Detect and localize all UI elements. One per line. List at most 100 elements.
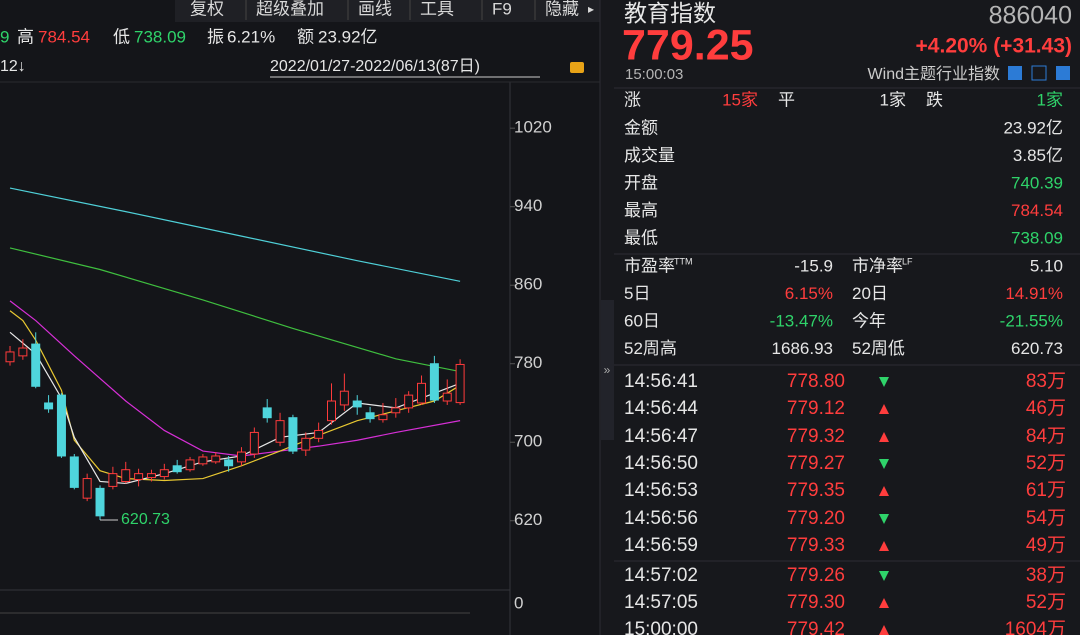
collapse-icon[interactable]: »: [604, 363, 611, 377]
y-tick-label: 780: [514, 353, 542, 372]
index-name: 教育指数: [624, 0, 716, 26]
trade-price: 779.12: [787, 398, 845, 419]
candle-body: [429, 363, 439, 401]
breadth-item: 平: [778, 90, 795, 109]
trade-price: 779.33: [787, 535, 845, 556]
trade-volume: 61万: [1026, 480, 1066, 501]
date-range[interactable]: 2022/01/27-2022/06/13(87日): [270, 58, 480, 75]
stat-label: 市净率: [852, 256, 903, 275]
toolbar-button[interactable]: 复权: [190, 0, 224, 18]
moving-average: [9, 247, 461, 373]
candle-body: [172, 465, 182, 473]
stat-label: 5日: [624, 284, 650, 303]
trade-volume: 46万: [1026, 398, 1066, 419]
candle-body: [301, 437, 311, 451]
trade-volume: 49万: [1026, 535, 1066, 556]
trade-time: 14:56:50: [624, 453, 698, 474]
stat-label: 开盘: [624, 173, 658, 192]
trade-volume: 38万: [1026, 565, 1066, 586]
y-tick-label: 620: [514, 510, 542, 529]
toolbar-arrow: ▸: [588, 2, 594, 16]
trade-time: 14:56:47: [624, 426, 698, 447]
candle-body: [44, 402, 54, 410]
stat-label: 金额: [624, 118, 658, 137]
trade-time: 14:56:59: [624, 535, 698, 556]
add-icon[interactable]: [1056, 66, 1070, 80]
stat-value: 14.91%: [1005, 284, 1063, 303]
candle-body: [121, 469, 131, 482]
breadth-item: 涨: [624, 90, 641, 109]
trade-arrow: [879, 459, 889, 469]
trade-arrow: [879, 625, 889, 635]
trade-volume: 52万: [1026, 592, 1066, 613]
trade-volume: 1604万: [1005, 619, 1066, 635]
toolbar-button[interactable]: 工具: [420, 0, 454, 18]
stat-label: 市盈率: [624, 256, 675, 275]
toolbar-button[interactable]: F9: [492, 0, 512, 18]
candle-body: [365, 412, 375, 420]
stat-value: -21.55%: [1000, 311, 1063, 330]
y-tick-label: 700: [514, 432, 542, 451]
alert-icon[interactable]: [1031, 65, 1047, 81]
quote-item: 784.54: [38, 27, 90, 46]
breadth-item: 1家: [880, 90, 906, 109]
candle-body: [442, 392, 452, 402]
trade-time: 14:56:41: [624, 371, 698, 392]
stat-value: 620.73: [1011, 339, 1063, 358]
candle-body: [82, 478, 92, 499]
toolbar-button[interactable]: 隐藏: [545, 0, 579, 18]
edit-icon[interactable]: [1008, 66, 1022, 80]
candle-body: [391, 407, 401, 414]
trade-volume: 84万: [1026, 426, 1066, 447]
stat-label: 52周低: [852, 339, 905, 358]
y-tick-label: 1020: [514, 118, 552, 137]
trade-arrow: [879, 432, 889, 442]
trade-price: 779.42: [787, 619, 845, 635]
trade-time: 14:56:56: [624, 508, 698, 529]
quote-item: 低: [113, 27, 130, 46]
stat-label: 今年: [852, 311, 886, 330]
stat-label: 20日: [852, 284, 888, 303]
trade-arrow: [879, 598, 889, 608]
toolbar-button[interactable]: 超级叠加: [256, 0, 324, 18]
moving-average: [9, 300, 461, 457]
toolbar-button[interactable]: 画线: [358, 0, 392, 18]
breadth-item: 1家: [1037, 90, 1063, 109]
quote-item: 振: [207, 27, 224, 46]
index-source: Wind主题行业指数: [868, 65, 1000, 83]
volume-tick-label: 0: [514, 593, 523, 612]
moving-average: [9, 187, 461, 282]
quote-item: 额: [297, 27, 314, 46]
candle-body: [5, 351, 15, 363]
candle-body: [31, 343, 41, 387]
lock-icon[interactable]: [570, 62, 584, 73]
trade-arrow: [879, 404, 889, 414]
quote-item: 9: [0, 27, 9, 46]
candle-body: [262, 407, 272, 419]
stat-value: 3.85亿: [1013, 146, 1063, 165]
trade-time: 14:57:02: [624, 565, 698, 586]
trade-time: 14:56:53: [624, 480, 698, 501]
y-tick-label: 860: [514, 275, 542, 294]
stat-label: 52周高: [624, 339, 677, 358]
trade-arrow: [879, 377, 889, 387]
candle-body: [159, 469, 169, 478]
collapse-tab[interactable]: [601, 300, 614, 440]
stat-sup: TTM: [674, 256, 693, 266]
trade-time: 14:57:05: [624, 592, 698, 613]
stat-value: 6.15%: [785, 284, 833, 303]
candle-body: [404, 394, 414, 409]
candle-body: [314, 429, 324, 439]
stat-value: 738.09: [1011, 228, 1063, 247]
candle-body: [455, 363, 465, 404]
trade-price: 779.26: [787, 565, 845, 586]
quote-item: 23.92亿: [318, 27, 378, 46]
candle-body: [327, 400, 336, 422]
candle-body: [198, 456, 208, 465]
trade-price: 779.20: [787, 508, 845, 529]
trade-volume: 52万: [1026, 453, 1066, 474]
quote-item: 738.09: [134, 27, 186, 46]
stat-value: -15.9: [794, 256, 833, 275]
candle-body: [249, 431, 259, 455]
